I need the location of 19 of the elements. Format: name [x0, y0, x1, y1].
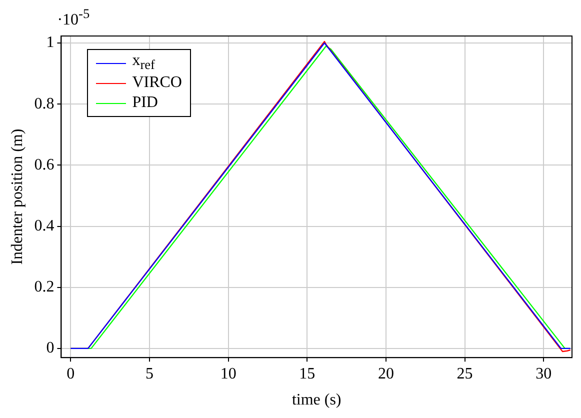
- x-tick-label: 15: [299, 365, 316, 382]
- y-tick-label: 0.2: [34, 278, 54, 296]
- y-tick-label: 0.4: [34, 217, 54, 234]
- y-tick-label: 0.8: [34, 95, 54, 112]
- x-tick-label: 0: [66, 365, 75, 382]
- x-tick-label: 10: [220, 365, 236, 382]
- y-axis-title: Indenter position (m): [8, 128, 26, 265]
- legend-label: PID: [132, 94, 158, 112]
- y-tick-label: 0.6: [34, 156, 54, 174]
- x-tick-label: 30: [536, 365, 552, 382]
- x-axis-title: time (s): [292, 392, 342, 409]
- text: ·10$^{-5}$: [57, 6, 90, 30]
- legend-label: x$_{ref}$: [132, 52, 155, 74]
- x-tick-label: 25: [456, 365, 473, 382]
- legend-label: VIRCO: [132, 74, 182, 92]
- y-tick-label: 1: [46, 34, 54, 52]
- x-tick-label: 20: [378, 365, 394, 382]
- x-tick-label: 5: [145, 365, 154, 382]
- y-tick-label: 0: [46, 340, 54, 357]
